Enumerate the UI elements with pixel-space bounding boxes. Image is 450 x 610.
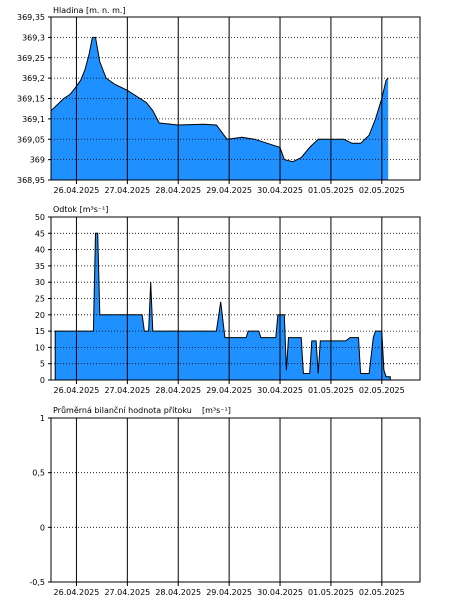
series-line bbox=[54, 232, 391, 380]
tick-label-y: 369,3 bbox=[22, 33, 45, 42]
plot-frame bbox=[50, 216, 421, 381]
tick-label-x: 02.05.2025 bbox=[359, 386, 405, 395]
tick-label-y: 1 bbox=[40, 414, 45, 423]
series-area bbox=[51, 37, 389, 181]
tick-label-y: 10 bbox=[35, 343, 45, 352]
chart-title: Průměrná bilanční hodnota přítoku bbox=[53, 405, 192, 415]
tick-label-x: 29.04.2025 bbox=[206, 588, 252, 597]
chart-prutok: Průměrná bilanční hodnota přítoku [m³s⁻¹]… bbox=[29, 405, 421, 597]
tick-label-y: 25 bbox=[35, 295, 45, 304]
tick-label-x: 01.05.2025 bbox=[308, 186, 354, 195]
tick-label-y: 0,5 bbox=[32, 469, 45, 478]
tick-label-y: 368,95 bbox=[17, 176, 45, 185]
tick-label-x: 28.04.2025 bbox=[155, 186, 201, 195]
tick-label-x: 01.05.2025 bbox=[308, 386, 354, 395]
tick-label-x: 30.04.2025 bbox=[257, 588, 303, 597]
tick-label-y: 0 bbox=[40, 523, 45, 532]
tick-label-y: 45 bbox=[35, 229, 45, 238]
tick-label-x: 28.04.2025 bbox=[155, 386, 201, 395]
unit-label: [m³s⁻¹] bbox=[202, 406, 231, 415]
tick-label-x: 26.04.2025 bbox=[54, 186, 100, 195]
tick-label-y: 20 bbox=[35, 311, 45, 320]
tick-label-y: 369,15 bbox=[17, 95, 45, 104]
chart-title: Hladina [m. n. m.] bbox=[53, 6, 126, 15]
tick-label-y: 369,35 bbox=[17, 13, 45, 22]
plot-frame bbox=[50, 16, 421, 181]
tick-label-x: 26.04.2025 bbox=[54, 386, 100, 395]
tick-label-x: 01.05.2025 bbox=[308, 588, 354, 597]
tick-label-y: 15 bbox=[35, 327, 45, 336]
tick-label-x: 29.04.2025 bbox=[206, 186, 252, 195]
tick-label-x: 30.04.2025 bbox=[257, 386, 303, 395]
tick-label-x: 26.04.2025 bbox=[54, 588, 100, 597]
tick-label-y: 0 bbox=[40, 376, 45, 385]
tick-label-y: 369 bbox=[30, 156, 45, 165]
chart-title: Odtok [m³s⁻¹] bbox=[53, 205, 108, 214]
tick-label-y: 30 bbox=[35, 278, 45, 287]
tick-label-x: 29.04.2025 bbox=[206, 386, 252, 395]
tick-label-x: 27.04.2025 bbox=[104, 186, 150, 195]
tick-label-x: 02.05.2025 bbox=[359, 588, 405, 597]
tick-label-y: 369,1 bbox=[22, 115, 45, 124]
tick-label-y: 369,2 bbox=[22, 74, 45, 83]
tick-label-y: 35 bbox=[35, 262, 45, 271]
tick-label-x: 27.04.2025 bbox=[104, 386, 150, 395]
chart-odtok: Odtok [m³s⁻¹] 0 5 10 15 20 25 30 35 40 45 50 26.04.2… bbox=[35, 205, 421, 395]
tick-label-y: 5 bbox=[40, 360, 45, 369]
series-area bbox=[55, 233, 391, 380]
tick-label-y: 40 bbox=[35, 246, 45, 255]
tick-label-y: 369,25 bbox=[17, 54, 45, 63]
chart-hladina: Hladina [m. n. m.] 368,95 369 369,05 369,1 36… bbox=[17, 6, 421, 195]
tick-label-x: 28.04.2025 bbox=[155, 588, 201, 597]
plot-frame bbox=[50, 417, 421, 583]
tick-label-y: 50 bbox=[35, 213, 45, 222]
tick-label-x: 02.05.2025 bbox=[359, 186, 405, 195]
tick-label-y: 369,05 bbox=[17, 135, 45, 144]
tick-label-x: 27.04.2025 bbox=[104, 588, 150, 597]
tick-label-y: -0,5 bbox=[29, 578, 45, 587]
series-line bbox=[50, 36, 389, 163]
tick-label-x: 30.04.2025 bbox=[257, 186, 303, 195]
